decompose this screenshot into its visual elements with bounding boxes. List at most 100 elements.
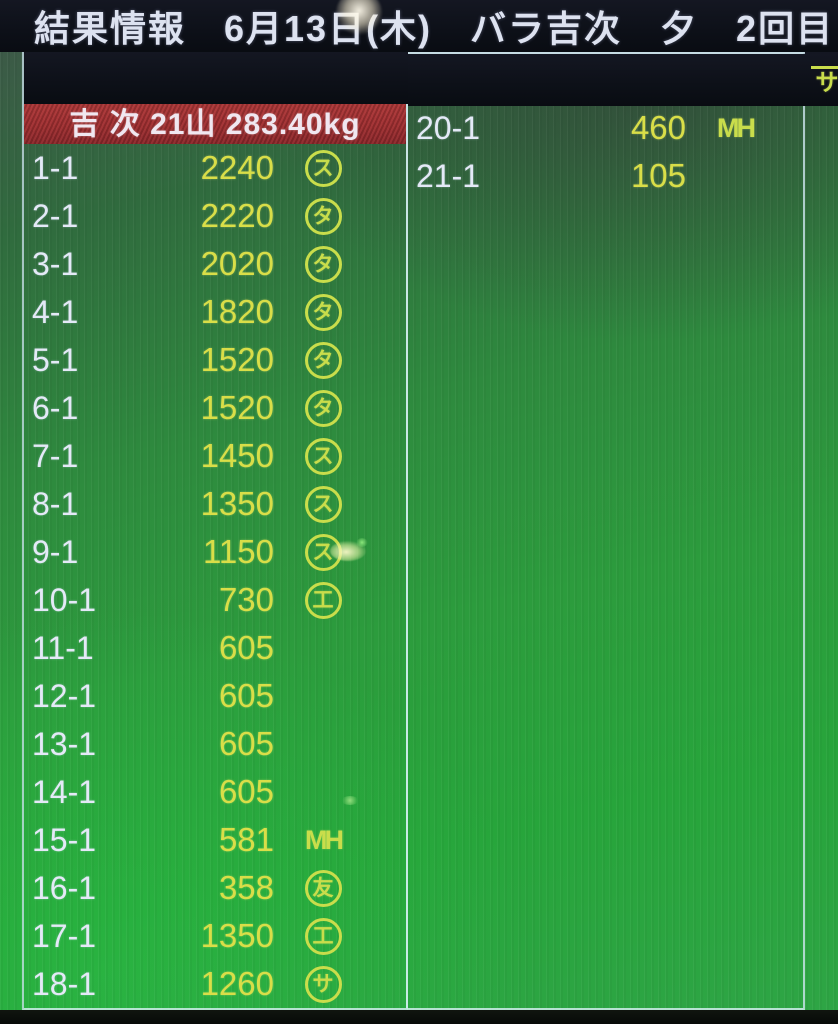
mark-cell: タ xyxy=(300,293,346,331)
mark-cell: タ xyxy=(300,245,346,283)
glare-reflection xyxy=(336,0,382,36)
table-row: 17-1 1350 工 xyxy=(24,912,406,960)
lot-number: 9-1 xyxy=(32,533,79,570)
mark-char: タ xyxy=(312,396,334,420)
mark-cell: 工 xyxy=(300,917,346,955)
table-row: 12-1 605 サ xyxy=(24,52,838,720)
price-value: 2240 xyxy=(200,149,274,186)
buyer-mark: サ xyxy=(304,965,342,1003)
mark-cell: MH xyxy=(300,826,346,854)
screen-bottom-bezel xyxy=(0,1010,838,1024)
buyer-mark: タ xyxy=(304,245,342,283)
buyer-mark: ス xyxy=(304,149,342,187)
buyer-mark: MH xyxy=(305,826,344,854)
mark-cell: タ xyxy=(300,197,346,235)
overbar-icon xyxy=(811,66,838,69)
buyer-mark: 工 xyxy=(304,917,342,955)
catch-summary-bar: 吉 次 21山 283.40kg xyxy=(24,98,406,144)
mark-char: サ xyxy=(312,972,334,996)
buyer-mark: タ xyxy=(304,197,342,235)
table-row: 21-1 105 サ xyxy=(408,54,838,200)
lot-number: 1-1 xyxy=(32,149,79,186)
table-row: 1-1 2240 ス xyxy=(24,144,406,192)
lot-number: 17-1 xyxy=(32,917,97,954)
mark-char: 工 xyxy=(312,588,334,612)
table-row: 16-1 358 友 xyxy=(24,864,406,912)
price-value: 2220 xyxy=(200,197,274,234)
price-value: 358 xyxy=(218,869,274,906)
table-row: 6-1 1520 タ xyxy=(24,384,406,432)
lot-number: 8-1 xyxy=(32,485,79,522)
buyer-mark: タ xyxy=(304,293,342,331)
mark-char: 友 xyxy=(312,876,334,900)
lot-number: 13-1 xyxy=(32,725,97,762)
mark-char: タ xyxy=(312,300,334,324)
glare-reflection xyxy=(341,796,359,805)
price-value: 1450 xyxy=(200,437,274,474)
results-list: 1-1 2240 ス 2-1 2220 タ xyxy=(24,52,838,1008)
price-value: 605 xyxy=(218,629,274,666)
mark-char: タ xyxy=(312,252,334,276)
catch-summary: 吉 次 21山 283.40kg xyxy=(69,108,361,141)
table-row: 3-1 2020 タ xyxy=(24,240,406,288)
buyer-mark: サ xyxy=(408,54,838,106)
glare-reflection xyxy=(356,538,368,547)
price-value: 105 xyxy=(630,157,686,194)
lot-number: 14-1 xyxy=(32,773,97,810)
table-row: 8-1 1350 ス xyxy=(24,480,406,528)
buyer-mark: ス xyxy=(304,485,342,523)
price-value: 1520 xyxy=(200,341,274,378)
buyer-mark: 友 xyxy=(304,869,342,907)
price-value: 1520 xyxy=(200,389,274,426)
table-row: 14-1 605 サ xyxy=(24,52,838,816)
mark-char: ス xyxy=(312,444,334,468)
table-row: 18-1 1260 サ xyxy=(24,960,406,1008)
lot-number: 6-1 xyxy=(32,389,79,426)
price-value: 605 xyxy=(218,725,274,762)
price-value: 1150 xyxy=(203,533,274,570)
price-value: 581 xyxy=(218,821,274,858)
table-row: 5-1 1520 タ xyxy=(24,336,406,384)
lot-number: 3-1 xyxy=(32,245,79,282)
buyer-mark: ス xyxy=(304,437,342,475)
lot-number: 16-1 xyxy=(32,869,97,906)
lot-number: 21-1 xyxy=(416,157,481,194)
page-title: 結果情報 6月13日(木) バラ吉次 夕 2回目 xyxy=(34,8,835,49)
lot-number: 5-1 xyxy=(32,341,79,378)
price-value: 605 xyxy=(218,677,274,714)
lot-number: 2-1 xyxy=(32,197,79,234)
lot-number: 18-1 xyxy=(32,965,97,1002)
buyer-mark: タ xyxy=(304,341,342,379)
buyer-mark: 工 xyxy=(304,581,342,619)
mark-cell: ス xyxy=(300,437,346,475)
mark-cell: MH xyxy=(712,112,758,143)
results-list: 19-1 1000 英 20-1 460 MH xyxy=(408,54,838,200)
price-value: 1350 xyxy=(200,485,274,522)
table-row: 7-1 1450 ス xyxy=(24,432,406,480)
lot-number: 7-1 xyxy=(32,437,79,474)
buyer-mark: タ xyxy=(304,389,342,427)
lot-number: 20-1 xyxy=(416,109,481,146)
table-row: 11-1 605 サ xyxy=(24,52,838,672)
mark-char: ス xyxy=(312,540,334,564)
price-value: 1350 xyxy=(200,917,274,954)
mark-char: タ xyxy=(312,348,334,372)
mark-cell: 工 xyxy=(300,581,346,619)
table-row: 10-1 730 工 xyxy=(24,576,406,624)
table-row: 13-1 605 サ xyxy=(24,52,838,768)
mark-char: ス xyxy=(312,492,334,516)
header-bar: 結果情報 6月13日(木) バラ吉次 夕 2回目 xyxy=(0,0,838,52)
price-value: 1820 xyxy=(200,293,274,330)
buyer-mark: MH xyxy=(717,112,756,143)
lot-number: 15-1 xyxy=(32,821,97,858)
mark-char: MH xyxy=(717,112,756,143)
lot-number: 10-1 xyxy=(32,581,97,618)
glare-reflection xyxy=(330,541,366,561)
mark-cell: ス xyxy=(300,485,346,523)
price-value: 2020 xyxy=(200,245,274,282)
mark-cell: タ xyxy=(300,389,346,427)
lot-number: 11-1 xyxy=(32,629,94,666)
table-row: 2-1 2220 タ xyxy=(24,192,406,240)
mark-cell: タ xyxy=(300,341,346,379)
